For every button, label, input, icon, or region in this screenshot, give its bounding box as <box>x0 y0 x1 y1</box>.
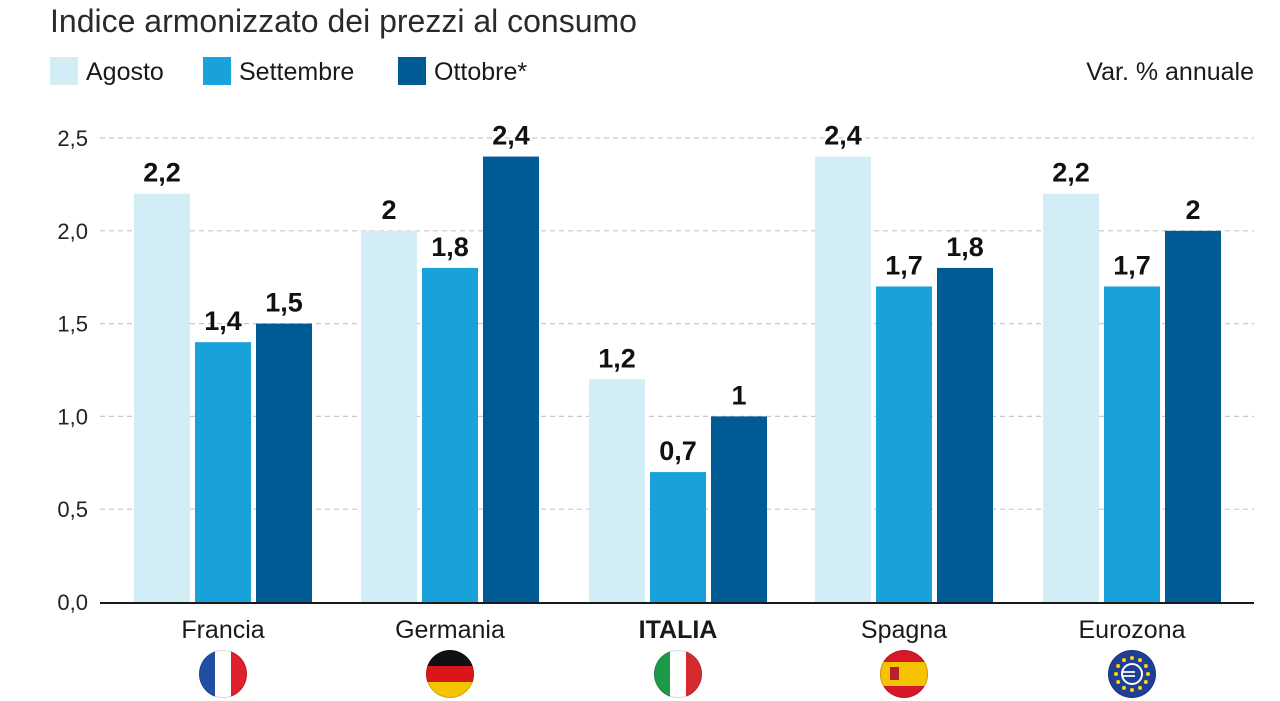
bar-4-2 <box>1165 230 1221 603</box>
bar-3-1 <box>876 286 932 602</box>
france-flag-icon <box>199 650 247 698</box>
legend: Agosto Settembre Ottobre* <box>50 57 527 86</box>
bar-2-0 <box>589 379 645 602</box>
bar-3-2 <box>937 267 993 602</box>
value-label-2-2: 1 <box>731 380 746 410</box>
y-axis: 0,0 0,5 1,0 1,5 2,0 2,5 <box>57 126 1254 615</box>
euro-flag-icon <box>1108 650 1156 698</box>
value-label-4-1: 1,7 <box>1113 250 1151 280</box>
value-label-0-1: 1,4 <box>204 306 242 336</box>
bar-2-1 <box>650 472 706 602</box>
flags <box>199 650 1156 698</box>
italy-flag-icon <box>654 650 702 698</box>
category-label-1: Germania <box>395 616 505 644</box>
value-label-1-1: 1,8 <box>431 232 469 262</box>
value-label-1-0: 2 <box>381 195 396 225</box>
y-tick-label: 0,5 <box>57 497 88 522</box>
value-label-0-2: 1,5 <box>265 288 303 318</box>
bar-2-2 <box>711 416 767 602</box>
bar-1-1 <box>422 267 478 602</box>
bar-0-0 <box>134 193 190 602</box>
legend-label-2: Ottobre* <box>434 58 527 86</box>
category-label-2: ITALIA <box>639 616 718 644</box>
y-tick-label: 1,0 <box>57 404 88 429</box>
bar-4-0 <box>1043 193 1099 602</box>
chart-title: Indice armonizzato dei prezzi al consumo <box>50 3 637 39</box>
spain-flag-icon <box>880 650 928 698</box>
category-labels: Francia Germania ITALIA Spagna Eurozona <box>181 616 1185 644</box>
value-label-2-1: 0,7 <box>659 436 697 466</box>
bar-0-1 <box>195 342 251 602</box>
category-label-4: Eurozona <box>1078 616 1185 644</box>
value-label-4-0: 2,2 <box>1052 158 1090 188</box>
bar-4-1 <box>1104 286 1160 602</box>
category-label-0: Francia <box>181 616 264 644</box>
legend-swatch-1 <box>203 57 231 85</box>
value-label-4-2: 2 <box>1185 195 1200 225</box>
bar-1-2 <box>483 156 539 602</box>
bar-1-0 <box>361 230 417 603</box>
legend-swatch-0 <box>50 57 78 85</box>
value-label-2-0: 1,2 <box>598 343 636 373</box>
value-labels: 2,2 1,4 1,5 2 1,8 2,4 1,2 0,7 1 2,4 1,7 1,8 2,2 1,7 2 <box>143 121 1200 467</box>
bars <box>134 156 1221 603</box>
legend-label-0: Agosto <box>86 58 164 86</box>
bar-3-0 <box>815 156 871 602</box>
value-label-1-2: 2,4 <box>492 121 530 151</box>
unit-label: Var. % annuale <box>1086 58 1254 86</box>
y-tick-label: 2,5 <box>57 126 88 151</box>
germany-flag-icon <box>426 650 474 698</box>
value-label-3-0: 2,4 <box>824 121 862 151</box>
y-tick-label: 1,5 <box>57 312 88 337</box>
legend-label-1: Settembre <box>239 58 354 86</box>
value-label-0-0: 2,2 <box>143 158 181 188</box>
category-label-3: Spagna <box>861 616 947 644</box>
y-tick-label: 2,0 <box>57 219 88 244</box>
value-label-3-1: 1,7 <box>885 250 923 280</box>
y-tick-label: 0,0 <box>57 590 88 615</box>
bar-0-2 <box>256 323 312 602</box>
value-label-3-2: 1,8 <box>946 232 984 262</box>
legend-swatch-2 <box>398 57 426 85</box>
